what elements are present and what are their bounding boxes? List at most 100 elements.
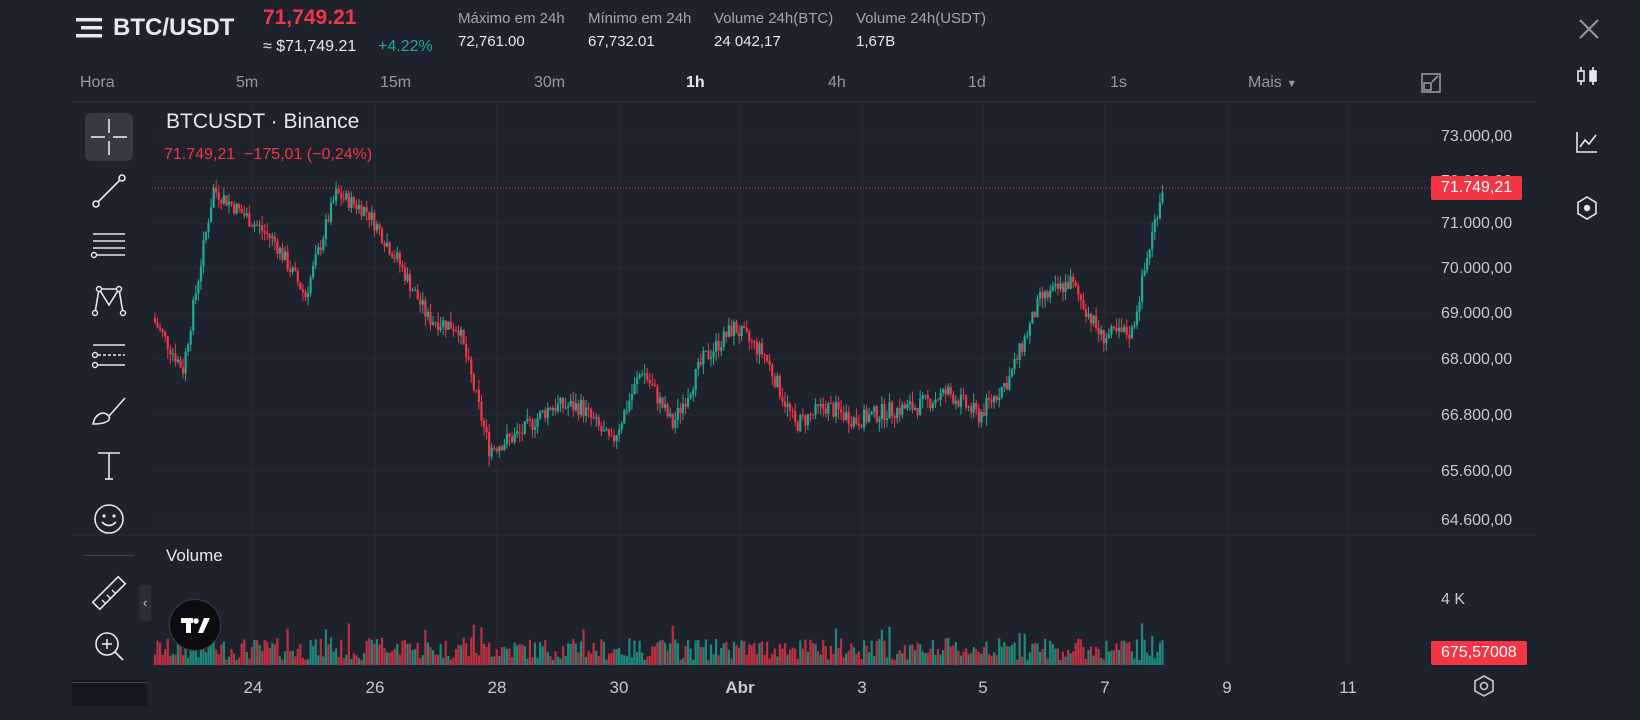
crosshair-tool[interactable] [85,113,133,161]
indicators-icon [1576,132,1597,153]
emoji-icon [94,504,124,534]
tradingview-logo[interactable] [169,599,221,651]
chart-type-button[interactable] [1573,62,1601,95]
candle-body [569,401,572,407]
candle-body [666,404,669,417]
volume-bar [546,652,549,665]
candle-body [388,242,391,255]
candle-body [633,383,636,395]
candle-body [857,423,861,426]
tf-1h[interactable]: 1h [686,74,705,91]
volume-bar [661,639,664,665]
candle-body [1038,292,1042,299]
tf-4h[interactable]: 4h [828,74,846,91]
tf-1d[interactable]: 1d [968,74,986,91]
pattern-tool[interactable] [85,277,133,325]
volume-bar [745,654,748,665]
menu-icon[interactable] [76,16,102,40]
candle-body [814,404,817,415]
volume-bar [207,643,210,665]
volume-bar [674,639,677,665]
tf-1s[interactable]: 1s [1110,74,1127,91]
volume-bar [842,657,845,665]
volume-bar [485,646,488,665]
candle-body [250,226,254,228]
tf-5m[interactable]: 5m [236,74,259,91]
candle-body [243,213,246,216]
layout-icon[interactable] [1420,72,1442,94]
volume-bar [401,640,404,665]
brush-tool[interactable] [85,386,133,434]
candle-body [664,404,667,408]
volume-bar [720,647,723,665]
chart-settings-button[interactable] [1573,194,1601,227]
candle-body [600,425,603,432]
candle-body [890,402,894,416]
tf-15m[interactable]: 15m [380,74,412,91]
ruler-icon [91,575,127,611]
projection-tool[interactable] [85,331,133,379]
volume-bar [817,650,820,665]
candle-body [294,267,297,271]
stat-low-label: Mínimo em 24h [588,10,692,27]
crosshair-icon [91,119,127,155]
candle-body [1056,284,1059,289]
ruler-tool[interactable] [85,569,133,617]
tf-more[interactable]: Mais ▼ [1248,74,1297,92]
trend-line-tool[interactable] [85,167,133,215]
time-axis: 24 26 28 30 Abr 3 5 7 9 11 [244,678,1357,697]
collapse-toolbar-button[interactable]: ‹ [139,585,151,621]
zoom-tool[interactable] [85,622,133,670]
candle-body [924,395,927,397]
volume-bar [847,650,850,665]
candle-body [1049,290,1052,298]
candle-body [531,419,534,430]
candle-body [439,326,442,330]
volume-bar [194,650,197,665]
emoji-tool[interactable] [85,495,133,543]
candle-body [1148,249,1151,259]
fib-tool[interactable] [85,222,133,270]
volume-bar [1000,646,1003,665]
axis-settings-icon[interactable] [1472,674,1496,698]
volume-bar [993,652,996,665]
candle-body [612,435,616,442]
volume-bar [1097,649,1100,665]
tf-30m[interactable]: 30m [534,74,566,91]
candle-body [299,282,302,290]
candle-body [684,403,687,407]
volume-bar [296,648,299,665]
volume-bar [959,655,963,665]
volume-bar [549,656,552,665]
stat-low-value: 67,732.01 [588,33,655,50]
volume-bar [345,654,348,665]
volume-bar [536,657,539,665]
candle-body [505,434,509,445]
tf-hora[interactable]: Hora [80,74,115,91]
close-icon[interactable] [1578,18,1600,40]
volume-bar [319,638,322,665]
candle-body [842,412,845,421]
indicators-button[interactable] [1573,128,1601,161]
volume-bar [518,644,521,665]
pair-title[interactable]: BTC/USDT [113,14,235,41]
volume-bar [832,654,835,665]
volume-bar [439,644,442,665]
volume-bar [806,651,810,665]
candle-body [972,403,975,413]
candle-body [788,403,792,411]
candle-body [355,204,358,210]
candle-body [475,389,478,391]
volume-bar [281,659,284,665]
volume-bar [893,659,896,665]
volume-bar [1120,640,1123,665]
volume-bar [628,638,631,665]
volume-bar [1041,648,1044,665]
candle-body [1135,311,1139,326]
text-tool[interactable] [85,441,133,489]
volume-bar [883,640,886,665]
candle-body [248,213,251,227]
candle-body [852,417,855,427]
volume-bar [633,640,636,665]
